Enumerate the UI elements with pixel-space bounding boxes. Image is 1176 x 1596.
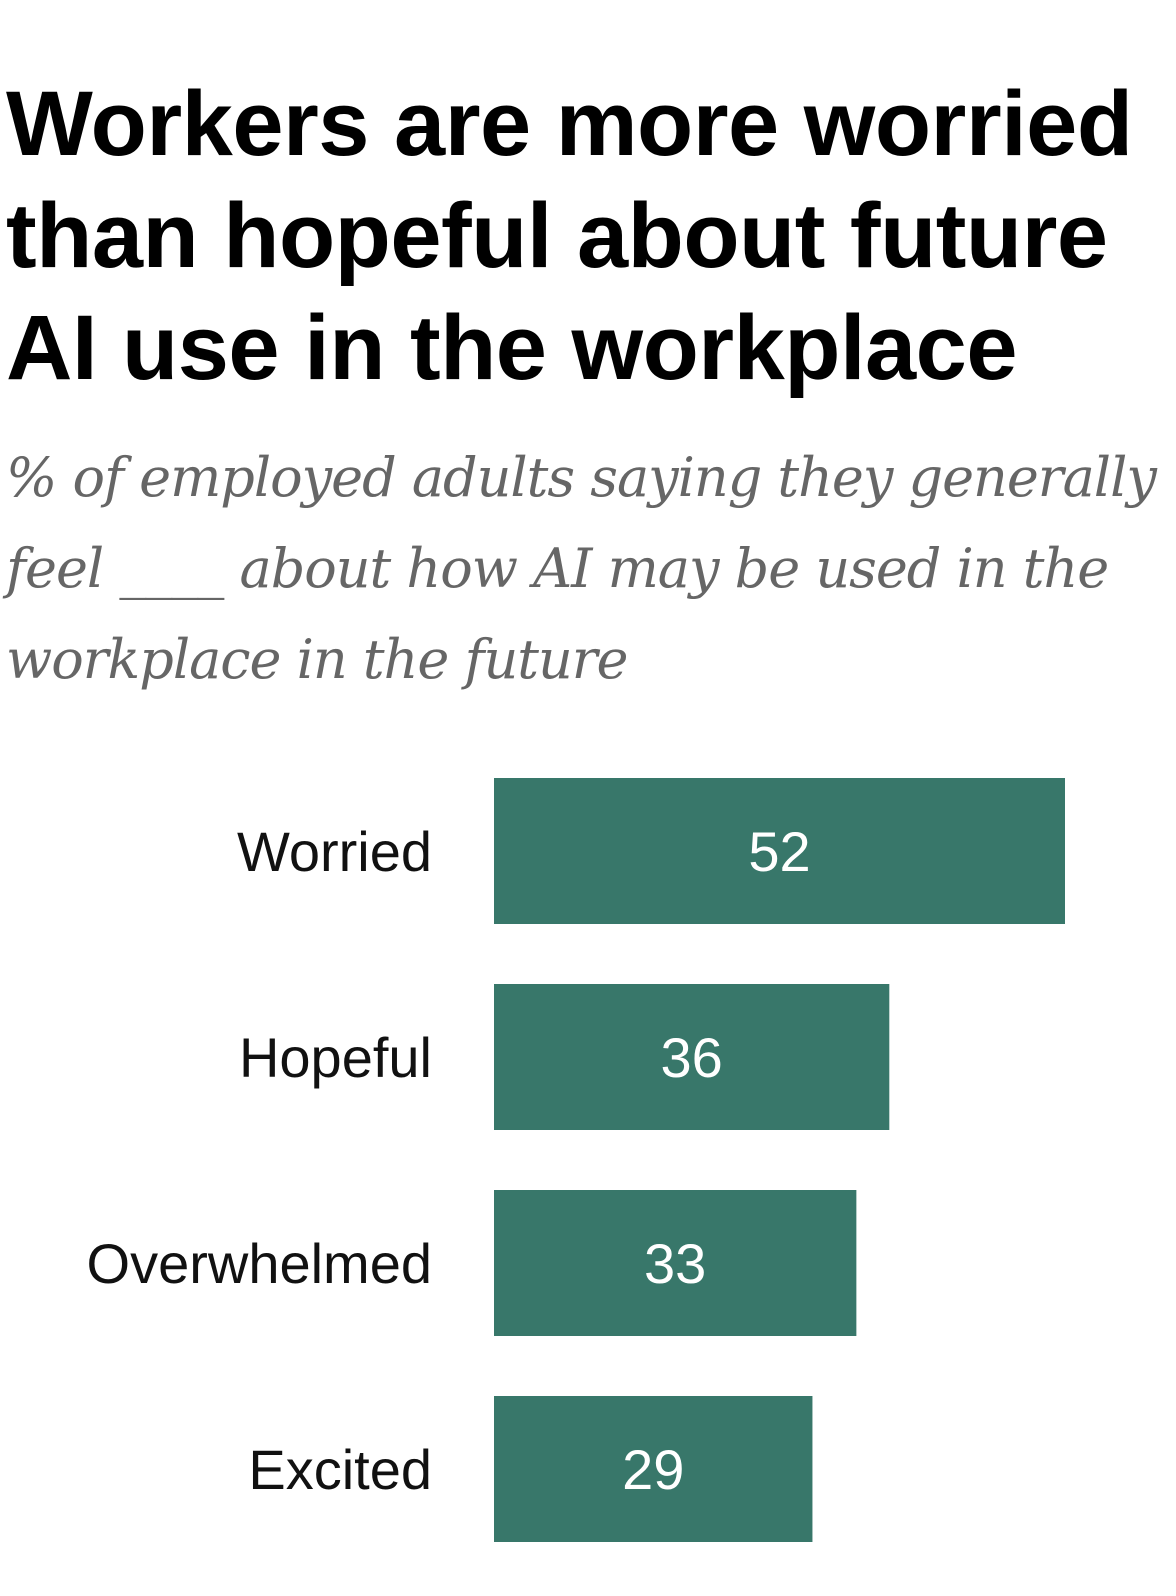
bar-excited [494, 1396, 813, 1542]
data-label: 29 [622, 1438, 684, 1501]
category-label: Excited [248, 1438, 432, 1501]
bar-overwhelmed [494, 1190, 857, 1336]
bar-worried [494, 778, 1065, 924]
data-label: 36 [661, 1026, 723, 1089]
chart-subtitle: % of employed adults saying they general… [6, 446, 1157, 691]
category-label: Overwhelmed [87, 1232, 432, 1295]
category-label: Worried [237, 820, 432, 883]
chart-title: Workers are more worried than hopeful ab… [6, 73, 1133, 399]
data-label: 52 [748, 820, 810, 883]
bar-chart: Worried 52 Hopeful 36 Overwhelmed 33 Excited 29 [87, 778, 1065, 1542]
bar-hopeful [494, 984, 890, 1130]
category-label: Hopeful [239, 1026, 432, 1089]
data-label: 33 [644, 1232, 706, 1295]
